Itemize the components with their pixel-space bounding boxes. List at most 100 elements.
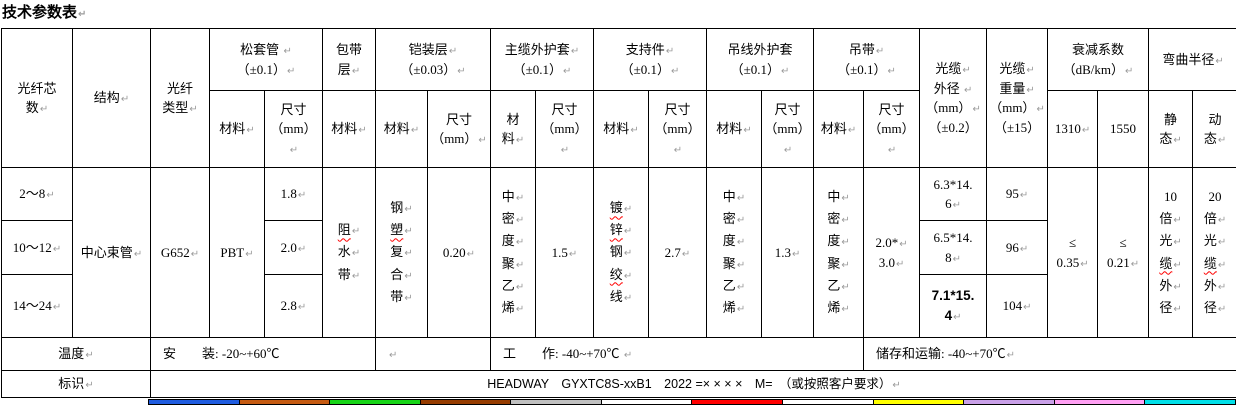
text-line: 数↵ [3,98,71,118]
text-run: 锌 [610,222,623,237]
text-line: 外↵ [1150,275,1191,297]
paragraph-mark-icon: ↵ [1025,85,1034,96]
paragraph-mark-icon: ↵ [736,304,745,315]
text-line: 材料↵ [595,119,647,139]
text-line: 聚↵ [708,253,760,275]
paragraph-mark-icon: ↵ [351,271,360,282]
text-run: 中 [827,189,840,204]
paragraph-mark-icon: ↵ [840,193,849,204]
text-line: 塑↵ [377,219,426,241]
text-line: 2.8↵ [266,296,321,316]
text-line: 14～24↵ [3,296,71,316]
text-run: 吊线外护套 [728,42,793,57]
header-cell-messenger-size: 尺寸（mm）↵ [762,91,814,168]
text-line: 烯↵ [492,297,534,319]
text-run: （mm） [654,121,700,136]
identification-content: HEADWAY GYXTC8S-xxB1 2022 =× × × × M= （或… [151,371,1236,398]
text-run: 径 [1159,300,1172,315]
paragraph-mark-icon: ↵ [1217,237,1226,248]
cell-od-2: 6.5*14.8↵ [920,221,987,275]
paragraph-mark-icon: ↵ [120,94,129,105]
paragraph-mark-icon: ↵ [1217,215,1226,226]
text-run: 1550 [1110,121,1136,136]
text-line: 3.0↵ [865,253,918,273]
text-line: 度↵ [492,230,534,252]
temperature-install: 安 装: -20~+60℃ [151,338,376,371]
text-run: 储存和运输: -40~+70℃ [876,346,1006,361]
text-line: 吊带↵ [815,40,918,60]
text-line: 尺寸 [537,100,592,120]
text-run: 2～8 [19,186,45,201]
text-run: 尺寸 [879,102,905,117]
text-run: 数 [26,100,39,115]
text-run: ≤ [1069,235,1076,250]
text-line: 态↵ [1194,129,1236,149]
header-cell-cable-weight: 光缆↵重量↵（mm）↵（±15） [987,29,1048,168]
paragraph-mark-icon: ↵ [736,237,745,248]
paragraph-mark-icon: ↵ [887,145,896,156]
text-line: 0.21↵ [1099,253,1147,273]
text-line: 密↵ [708,208,760,230]
text-run: 工 作: -40~+70℃ [503,346,623,361]
text-line: 层↵ [324,60,374,80]
text-run: 塑 [390,222,403,237]
paragraph-mark-icon: ↵ [898,239,907,250]
text-line: 中↵ [815,186,862,208]
text-line: 水↵ [324,241,374,263]
paragraph-mark-icon: ↵ [84,350,93,361]
text-line: 8↵ [921,248,985,268]
paragraph-mark-icon: ↵ [1172,282,1181,293]
cell-loose-material: PBT↵ [210,168,265,338]
text-line: （mm）↵ [537,119,592,158]
text-line: 聚↵ [815,253,862,275]
paragraph-mark-icon: ↵ [403,248,412,259]
text-line: HEADWAY GYXTC8S-xxB1 2022 =× × × × M= （或… [152,375,1236,394]
text-line: 96↵ [988,238,1046,258]
text-line: 衰减系数 [1049,40,1147,60]
text-run: 0.35 [1056,255,1079,270]
paragraph-mark-icon: ↵ [568,249,577,260]
text-run: 光 [1159,233,1172,248]
cell-structure: 中心束管↵ [73,168,151,338]
text-line: ≤ [1099,233,1147,253]
text-run: 尺寸 [446,112,472,127]
paragraph-mark-icon: ↵ [351,226,360,237]
paragraph-mark-icon: ↵ [623,271,632,282]
text-run: 密 [827,211,840,226]
paragraph-mark-icon: ↵ [623,350,632,361]
text-run: 阻 [338,222,351,237]
paragraph-mark-icon: ↵ [403,226,412,237]
paragraph-mark-icon: ↵ [847,125,856,136]
paragraph-mark-icon: ↵ [1172,215,1181,226]
text-line: 聚↵ [492,253,534,275]
cell-wrap-material: 阻↵水↵带↵ [323,168,376,338]
fiber-color-cell-white [601,399,693,405]
paragraph-mark-icon: ↵ [560,145,569,156]
header-cell-loose-size: 尺寸（mm）↵ [265,91,323,168]
paragraph-mark-icon: ↵ [1019,190,1028,201]
paragraph-mark-icon: ↵ [1217,260,1226,271]
text-run: 水 [338,244,351,259]
text-run: 铠装层 [409,42,448,57]
paragraph-mark-icon: ↵ [1035,104,1044,115]
fiber-color-cell-blue [148,399,240,405]
text-line: 材料↵ [211,119,263,139]
text-run: 10～12 [13,240,52,255]
header-cell-bend-radius: 弯曲半径↵ [1149,29,1236,91]
text-line: 镀↵ [595,197,647,219]
text-run: 6.3*14. [934,177,973,192]
text-run: HEADWAY GYXTC8S-xxB1 2022 =× × × × M= （或… [487,377,891,391]
text-run: （mm） [431,131,477,146]
text-line: 1.8↵ [266,184,321,204]
fiber-color-cell-cyan [1144,399,1236,405]
text-run: 聚 [723,256,736,271]
text-line: 104↵ [988,296,1046,316]
text-line: 重量↵ [988,79,1046,99]
text-line: 光↵ [1150,230,1191,252]
text-line: 材 [492,110,534,130]
header-cell-messenger-sheath: 吊线外护套（±0.1）↵ [707,29,814,91]
text-line: 支持件↵ [595,40,705,60]
text-line: （mm）↵ [921,98,985,118]
paragraph-mark-icon: ↵ [887,66,896,77]
text-line: 材料↵ [708,119,760,139]
